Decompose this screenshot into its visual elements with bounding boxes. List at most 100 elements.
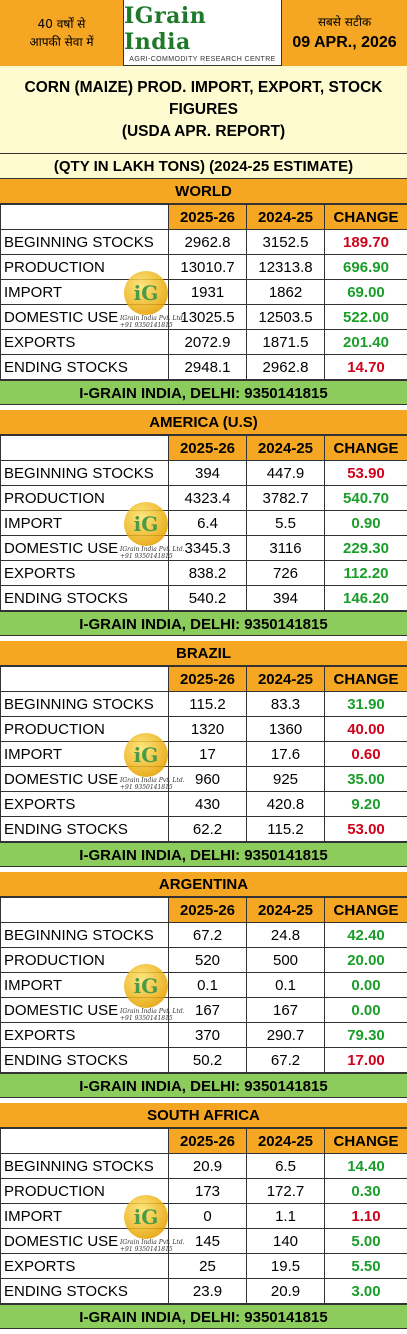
data-table: 2025-26 2024-25 CHANGE BEGINNING STOCKS 2962…	[0, 204, 407, 380]
value-cell: 6.5	[246, 1153, 325, 1179]
section-0: WORLD 2025-26 2024-25 CHANGE BEGINNING STOCK…	[0, 179, 407, 405]
value-cell: 24.8	[246, 922, 325, 948]
change-value: 14.40	[324, 1153, 407, 1179]
tagline-line-1: 40 वर्षों से	[37, 17, 86, 31]
change-value: 540.70	[324, 485, 407, 511]
table-row: EXPORTS 430 420.8 9.20	[0, 791, 407, 817]
value-cell: 430	[168, 791, 247, 817]
data-table: 2025-26 2024-25 CHANGE BEGINNING STOCKS 394 4…	[0, 435, 407, 611]
value-cell: 3116	[246, 535, 325, 561]
row-label: BEGINNING STOCKS	[0, 922, 169, 948]
table-row: PRODUCTION 13010.7 12313.8 696.90	[0, 254, 407, 280]
change-value: 40.00	[324, 716, 407, 742]
section-footer: I-GRAIN INDIA, DELHI: 9350141815	[0, 1304, 407, 1329]
column-header: CHANGE	[324, 666, 407, 692]
row-label: IMPORT	[0, 1203, 169, 1229]
value-cell: 394	[246, 585, 325, 611]
row-label: ENDING STOCKS	[0, 1047, 169, 1073]
section-2: BRAZIL 2025-26 2024-25 CHANGE BEGINNING STOC…	[0, 641, 407, 867]
row-label: ENDING STOCKS	[0, 1278, 169, 1304]
value-cell: 19.5	[246, 1253, 325, 1279]
column-header: 2024-25	[246, 1128, 325, 1154]
change-value: 229.30	[324, 535, 407, 561]
change-value: 0.00	[324, 997, 407, 1023]
header-blank-cell	[0, 435, 169, 461]
table-header-row: 2025-26 2024-25 CHANGE	[0, 1128, 407, 1154]
table-row: PRODUCTION 1320 1360 40.00	[0, 716, 407, 742]
row-label: EXPORTS	[0, 329, 169, 355]
change-value: 112.20	[324, 560, 407, 586]
row-label: BEGINNING STOCKS	[0, 460, 169, 486]
change-value: 42.40	[324, 922, 407, 948]
value-cell: 290.7	[246, 1022, 325, 1048]
change-value: 146.20	[324, 585, 407, 611]
change-value: 0.60	[324, 741, 407, 767]
value-cell: 12503.5	[246, 304, 325, 330]
row-label: PRODUCTION	[0, 1178, 169, 1204]
row-label: IMPORT	[0, 741, 169, 767]
value-cell: 2962.8	[168, 229, 247, 255]
row-label: ENDING STOCKS	[0, 816, 169, 842]
brand-name: IGrain India	[124, 2, 207, 55]
value-cell: 167	[168, 997, 247, 1023]
section-1: AMERICA (U.S) 2025-26 2024-25 CHANGE BEGINNI…	[0, 410, 407, 636]
data-table: 2025-26 2024-25 CHANGE BEGINNING STOCKS 67.2…	[0, 897, 407, 1073]
value-cell: 1.1	[246, 1203, 325, 1229]
value-cell: 140	[246, 1228, 325, 1254]
column-header: 2025-26	[168, 897, 247, 923]
row-label: DOMESTIC USE	[0, 1228, 169, 1254]
value-cell: 62.2	[168, 816, 247, 842]
value-cell: 20.9	[246, 1278, 325, 1304]
change-value: 5.50	[324, 1253, 407, 1279]
value-cell: 3152.5	[246, 229, 325, 255]
section-footer: I-GRAIN INDIA, DELHI: 9350141815	[0, 380, 407, 405]
table-row: PRODUCTION 4323.4 3782.7 540.70	[0, 485, 407, 511]
table-row: IMPORT 0 1.1 1.10	[0, 1203, 407, 1229]
section-title: WORLD	[0, 179, 407, 204]
table-row: EXPORTS 25 19.5 5.50	[0, 1253, 407, 1279]
title-line-1: CORN (MAIZE) PROD. IMPORT, EXPORT, STOCK	[24, 78, 383, 96]
table-row: BEGINNING STOCKS 20.9 6.5 14.40	[0, 1153, 407, 1179]
change-value: 35.00	[324, 766, 407, 792]
value-cell: 25	[168, 1253, 247, 1279]
table-header-row: 2025-26 2024-25 CHANGE	[0, 204, 407, 230]
value-cell: 17.6	[246, 741, 325, 767]
value-cell: 447.9	[246, 460, 325, 486]
row-label: PRODUCTION	[0, 254, 169, 280]
table-row: DOMESTIC USE 960 925 35.00	[0, 766, 407, 792]
change-value: 14.70	[324, 354, 407, 380]
value-cell: 115.2	[246, 816, 325, 842]
table-row: EXPORTS 2072.9 1871.5 201.40	[0, 329, 407, 355]
value-cell: 838.2	[168, 560, 247, 586]
value-cell: 5.5	[246, 510, 325, 536]
tagline-line-2: आपकी सेवा में	[29, 35, 94, 49]
row-label: DOMESTIC USE	[0, 997, 169, 1023]
table-row: DOMESTIC USE 3345.3 3116 229.30	[0, 535, 407, 561]
row-label: EXPORTS	[0, 1253, 169, 1279]
table-row: BEGINNING STOCKS 115.2 83.3 31.90	[0, 691, 407, 717]
value-cell: 1320	[168, 716, 247, 742]
value-cell: 2948.1	[168, 354, 247, 380]
value-cell: 2072.9	[168, 329, 247, 355]
section-footer: I-GRAIN INDIA, DELHI: 9350141815	[0, 1073, 407, 1098]
value-cell: 67.2	[168, 922, 247, 948]
table-row: IMPORT 0.1 0.1 0.00	[0, 972, 407, 998]
value-cell: 20.9	[168, 1153, 247, 1179]
change-value: 1.10	[324, 1203, 407, 1229]
value-cell: 173	[168, 1178, 247, 1204]
row-label: DOMESTIC USE	[0, 535, 169, 561]
value-cell: 4323.4	[168, 485, 247, 511]
change-value: 53.90	[324, 460, 407, 486]
value-cell: 12313.8	[246, 254, 325, 280]
section-3: ARGENTINA 2025-26 2024-25 CHANGE BEGINNING S…	[0, 872, 407, 1098]
row-label: PRODUCTION	[0, 485, 169, 511]
section-footer: I-GRAIN INDIA, DELHI: 9350141815	[0, 842, 407, 867]
change-value: 69.00	[324, 279, 407, 305]
table-row: DOMESTIC USE 167 167 0.00	[0, 997, 407, 1023]
section-title: BRAZIL	[0, 641, 407, 666]
change-value: 5.00	[324, 1228, 407, 1254]
column-header: 2024-25	[246, 435, 325, 461]
column-header: 2025-26	[168, 1128, 247, 1154]
value-cell: 420.8	[246, 791, 325, 817]
